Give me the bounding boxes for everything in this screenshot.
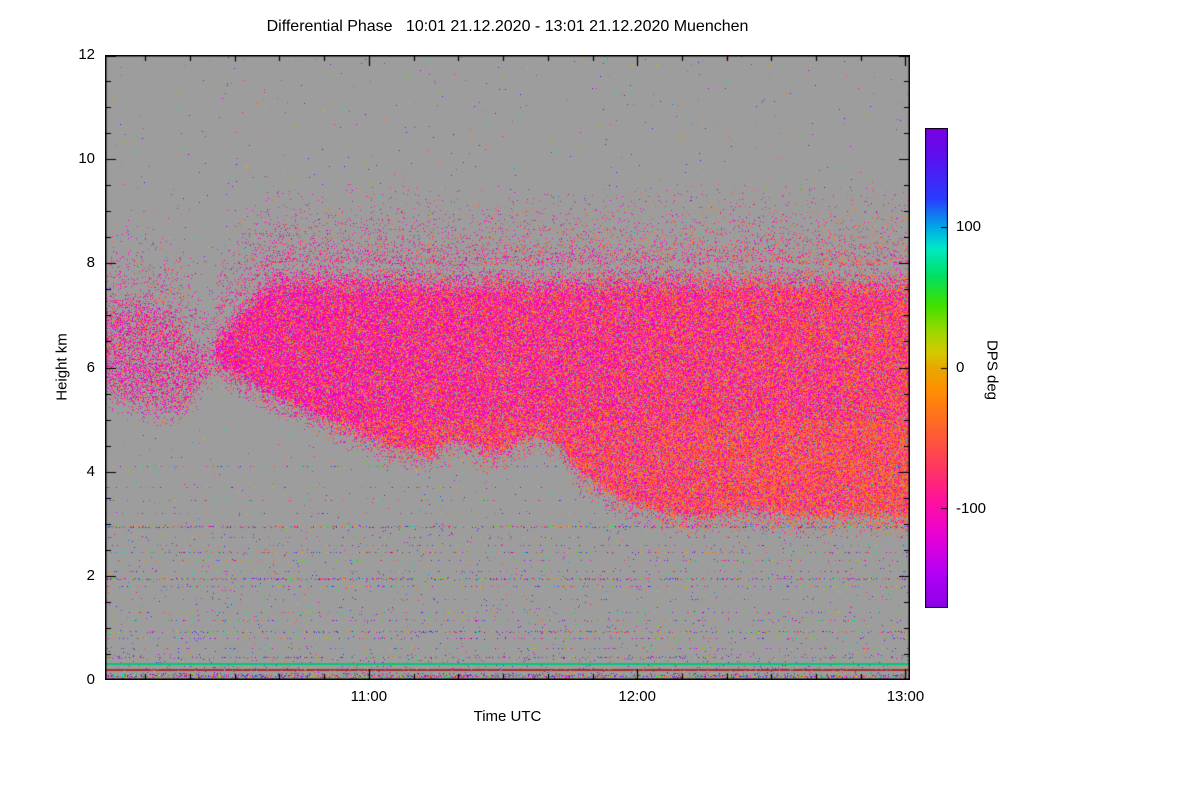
y-tick-label: 0 [86, 671, 95, 688]
x-tick-label: 13:00 [886, 688, 925, 705]
y-tick-label: 10 [78, 150, 95, 168]
colorbar [925, 128, 948, 608]
x-tick-label: 12:00 [618, 688, 656, 705]
y-tick-label: 4 [86, 462, 95, 480]
x-tick-label: 11:00 [350, 688, 388, 705]
x-axis-label: Time UTC [473, 708, 542, 725]
colorbar-tick-label: 0 [956, 359, 965, 376]
y-tick-label: 6 [86, 358, 95, 376]
chart-title: Differential Phase 10:01 21.12.2020 - 13… [266, 18, 749, 35]
y-tick-label: 12 [78, 46, 95, 63]
y-tick-label: 2 [86, 566, 95, 584]
y-tick-label: 8 [86, 254, 95, 272]
colorbar-tick-label: -100 [956, 500, 987, 518]
colorbar-tick-label: 100 [956, 217, 982, 235]
heatmap-canvas [105, 55, 910, 680]
